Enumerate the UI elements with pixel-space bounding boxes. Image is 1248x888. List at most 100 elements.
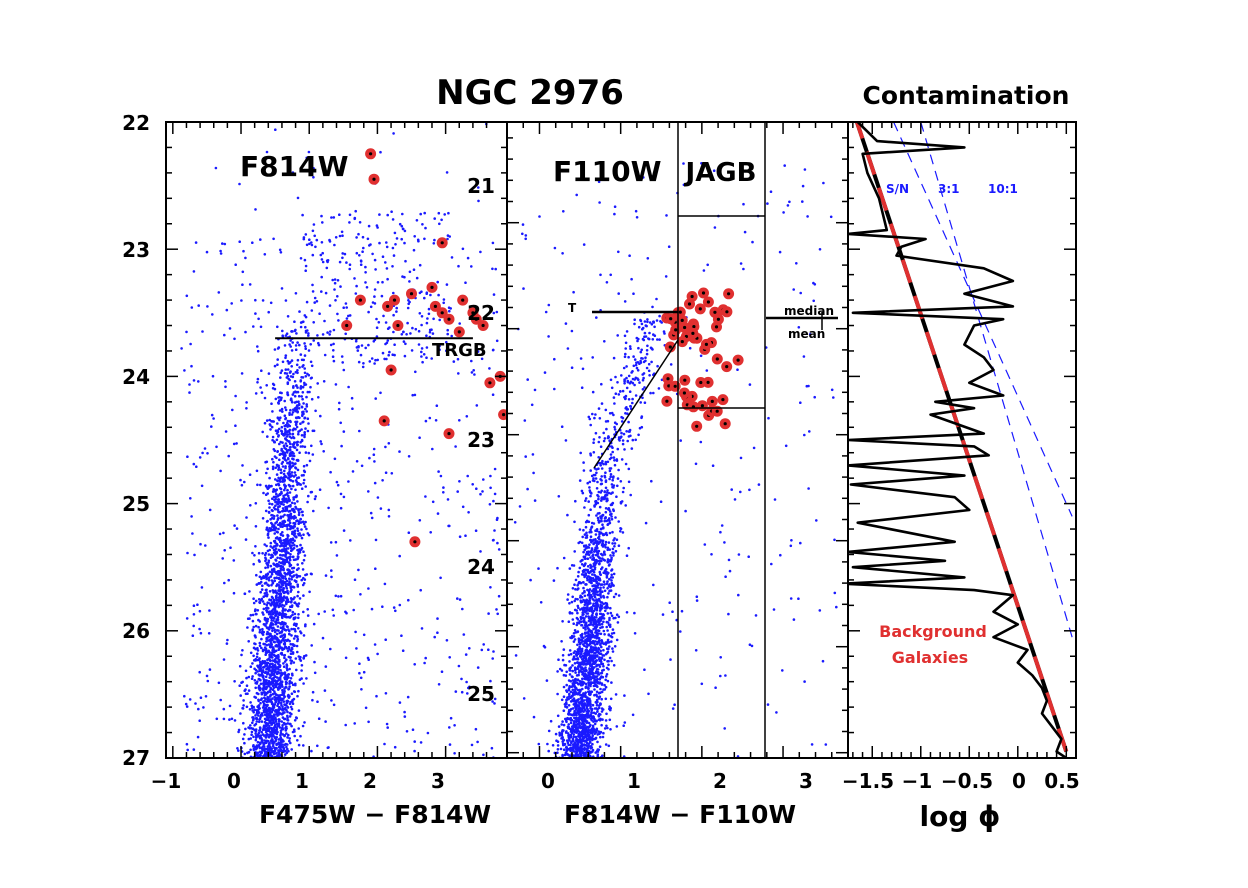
star-point bbox=[275, 732, 279, 736]
star-point bbox=[413, 663, 417, 666]
star-point bbox=[252, 601, 256, 605]
star-point bbox=[603, 519, 606, 523]
star-point bbox=[273, 674, 276, 677]
star-point bbox=[292, 623, 296, 627]
star-point bbox=[282, 761, 285, 764]
star-point bbox=[273, 763, 276, 766]
star-point bbox=[593, 693, 596, 697]
star-point bbox=[609, 585, 613, 588]
star-point bbox=[280, 763, 283, 766]
star-point bbox=[300, 434, 304, 437]
star-point bbox=[273, 579, 276, 582]
star-point bbox=[551, 744, 555, 747]
star-point bbox=[273, 616, 276, 620]
star-point bbox=[273, 449, 277, 453]
star-point bbox=[269, 700, 272, 703]
star-point bbox=[275, 456, 278, 460]
star-point bbox=[381, 605, 384, 608]
star-point bbox=[255, 682, 259, 685]
star-point bbox=[369, 243, 372, 246]
star-point bbox=[277, 527, 280, 531]
star-point bbox=[280, 447, 284, 451]
star-point bbox=[283, 734, 286, 738]
star-point bbox=[303, 371, 307, 375]
star-point bbox=[319, 440, 323, 443]
star-point bbox=[225, 642, 229, 645]
star-point bbox=[223, 333, 226, 337]
star-point bbox=[258, 669, 262, 673]
star-point bbox=[568, 649, 572, 652]
star-point bbox=[262, 607, 266, 611]
star-point bbox=[563, 742, 567, 746]
jagb-point-core bbox=[372, 177, 376, 181]
star-point bbox=[424, 419, 428, 423]
star-point bbox=[336, 295, 339, 298]
star-point bbox=[270, 513, 273, 517]
star-point bbox=[291, 683, 295, 687]
star-point bbox=[248, 473, 252, 477]
star-point bbox=[315, 238, 319, 242]
star-point bbox=[303, 258, 307, 262]
star-point bbox=[435, 404, 439, 408]
star-point bbox=[581, 687, 584, 691]
star-point bbox=[217, 291, 221, 294]
star-point bbox=[278, 602, 282, 606]
star-point bbox=[297, 709, 301, 712]
star-point bbox=[320, 214, 323, 218]
star-point bbox=[265, 544, 268, 548]
star-point bbox=[228, 718, 231, 721]
star-point bbox=[252, 597, 255, 600]
star-point bbox=[278, 510, 282, 514]
star-point bbox=[309, 377, 313, 380]
star-point bbox=[339, 285, 342, 288]
star-point bbox=[304, 315, 308, 319]
star-point bbox=[582, 550, 585, 554]
star-point bbox=[249, 504, 252, 507]
star-point bbox=[582, 586, 585, 590]
star-point bbox=[313, 296, 317, 300]
star-point bbox=[286, 706, 290, 709]
star-point bbox=[283, 457, 286, 460]
star-point bbox=[284, 628, 288, 632]
star-point bbox=[286, 433, 290, 436]
star-point bbox=[567, 743, 570, 747]
star-point bbox=[333, 288, 336, 291]
star-point bbox=[310, 490, 314, 494]
star-point bbox=[268, 548, 272, 552]
star-point bbox=[286, 747, 289, 751]
star-point bbox=[190, 515, 193, 518]
star-point bbox=[587, 623, 591, 627]
star-point bbox=[269, 669, 272, 672]
star-point bbox=[493, 529, 496, 532]
star-point bbox=[293, 401, 297, 404]
star-point bbox=[286, 625, 289, 629]
star-point bbox=[438, 318, 442, 322]
star-point bbox=[263, 753, 267, 757]
star-point bbox=[305, 410, 309, 413]
star-point bbox=[255, 691, 259, 695]
star-point bbox=[425, 346, 429, 349]
star-point bbox=[197, 707, 200, 711]
star-point bbox=[281, 450, 285, 454]
star-point bbox=[292, 454, 296, 458]
star-point bbox=[347, 480, 350, 483]
star-point bbox=[373, 481, 377, 485]
star-point bbox=[307, 332, 310, 335]
star-point bbox=[248, 590, 251, 593]
star-point bbox=[307, 150, 311, 154]
star-point bbox=[262, 762, 265, 765]
star-point bbox=[294, 505, 297, 509]
star-point bbox=[584, 628, 587, 631]
star-point bbox=[608, 589, 612, 593]
star-point bbox=[291, 530, 294, 534]
star-point bbox=[283, 656, 286, 660]
star-point bbox=[251, 241, 254, 244]
star-point bbox=[252, 325, 255, 328]
star-point bbox=[272, 383, 276, 387]
star-point bbox=[334, 594, 338, 598]
star-point bbox=[317, 396, 320, 399]
star-point bbox=[290, 692, 294, 695]
star-point bbox=[288, 580, 291, 583]
star-point bbox=[281, 637, 285, 640]
star-point bbox=[271, 581, 275, 584]
